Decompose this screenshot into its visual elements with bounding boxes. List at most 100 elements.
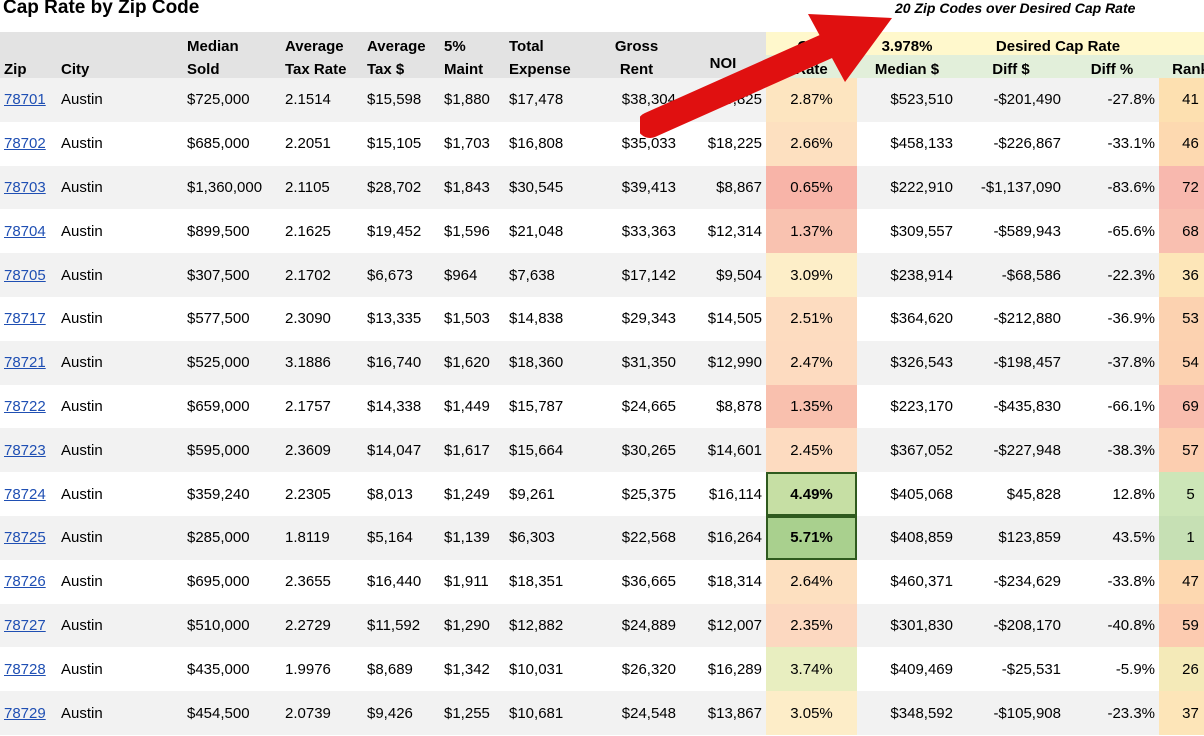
header-diff-dollar: Diff $ bbox=[957, 55, 1065, 78]
zip-link[interactable]: 78702 bbox=[4, 135, 46, 153]
cap-rate-cell: 1.35% bbox=[766, 384, 857, 429]
zip-link[interactable]: 78705 bbox=[4, 266, 46, 284]
maint-cell: $1,843 bbox=[440, 165, 505, 210]
median-sold-cell: $525,000 bbox=[183, 340, 281, 385]
diff-pct-cell: -65.6% bbox=[1065, 209, 1159, 254]
diff-pct-cell: -36.9% bbox=[1065, 296, 1159, 341]
zip-link[interactable]: 78723 bbox=[4, 441, 46, 459]
diff-pct-cell: -83.6% bbox=[1065, 165, 1159, 210]
cap-rate-cell: 2.87% bbox=[766, 78, 857, 122]
expense-cell: $15,664 bbox=[505, 428, 593, 473]
median-dollar-cell: $326,543 bbox=[857, 340, 957, 385]
maint-cell: $1,139 bbox=[440, 515, 505, 560]
zip-link[interactable]: 78728 bbox=[4, 660, 46, 678]
header-cell: 5% bbox=[440, 32, 505, 55]
city-cell: Austin bbox=[57, 384, 183, 429]
table-row: 78728 Austin $435,000 1.9976 $8,689 $1,342 $10… bbox=[0, 647, 1204, 692]
cap-rate-cell: 2.66% bbox=[766, 121, 857, 166]
header-cell: Gross bbox=[593, 32, 680, 55]
desired-cap-rate-label: Desired Cap Rate bbox=[957, 32, 1159, 55]
expense-cell: $7,638 bbox=[505, 253, 593, 297]
rank-cell: 53 bbox=[1159, 296, 1204, 341]
median-dollar-cell: $223,170 bbox=[857, 384, 957, 429]
zip-link[interactable]: 78703 bbox=[4, 178, 46, 196]
header-row-2: Zip City Sold Tax Rate Tax $ Maint Expen… bbox=[0, 55, 1204, 78]
rent-cell: $22,568 bbox=[593, 515, 680, 560]
zip-cell: 78704 bbox=[0, 209, 57, 254]
rank-cell: 1 bbox=[1159, 515, 1204, 560]
cap-rate-cell: 3.05% bbox=[766, 691, 857, 735]
rank-cell: 69 bbox=[1159, 384, 1204, 429]
tax-rate-cell: 2.1757 bbox=[281, 384, 363, 429]
noi-cell: $16,114 bbox=[680, 472, 766, 516]
diff-dollar-cell: -$198,457 bbox=[957, 340, 1065, 385]
diff-dollar-cell: -$105,908 bbox=[957, 691, 1065, 735]
tax-cell: $28,702 bbox=[363, 165, 440, 210]
zip-link[interactable]: 78727 bbox=[4, 616, 46, 634]
header-row-1: Median Average Average 5% Total Gross Ca… bbox=[0, 32, 1204, 55]
zip-link[interactable]: 78722 bbox=[4, 397, 46, 415]
zip-link[interactable]: 78717 bbox=[4, 310, 46, 328]
rent-cell: $24,889 bbox=[593, 603, 680, 648]
median-dollar-cell: $409,469 bbox=[857, 647, 957, 692]
noi-cell: $12,314 bbox=[680, 209, 766, 254]
noi-cell: $16,289 bbox=[680, 647, 766, 692]
tax-rate-cell: 2.1625 bbox=[281, 209, 363, 254]
rank-cell: 26 bbox=[1159, 647, 1204, 692]
cap-rate-table: Median Average Average 5% Total Gross Ca… bbox=[0, 32, 1204, 735]
cap-rate-cell: 2.45% bbox=[766, 428, 857, 473]
header-median-sold: Sold bbox=[183, 55, 281, 78]
header-expense: Expense bbox=[505, 55, 593, 78]
table-row: 78724 Austin $359,240 2.2305 $8,013 $1,249 $9,… bbox=[0, 472, 1204, 516]
annotation-note: 20 Zip Codes over Desired Cap Rate bbox=[895, 0, 1136, 16]
zip-link[interactable]: 78729 bbox=[4, 704, 46, 722]
zip-cell: 78728 bbox=[0, 647, 57, 692]
rank-cell: 54 bbox=[1159, 340, 1204, 385]
header-cell: Average bbox=[363, 32, 440, 55]
expense-cell: $10,681 bbox=[505, 691, 593, 735]
rank-cell: 36 bbox=[1159, 253, 1204, 297]
table-row: 78729 Austin $454,500 2.0739 $9,426 $1,255 $10… bbox=[0, 691, 1204, 735]
diff-pct-cell: -23.3% bbox=[1065, 691, 1159, 735]
header-median-dollar: Median $ bbox=[857, 55, 957, 78]
header-cell: Average bbox=[281, 32, 363, 55]
rent-cell: $31,350 bbox=[593, 340, 680, 385]
zip-link[interactable]: 78721 bbox=[4, 354, 46, 372]
cap-rate-cell: 5.71% bbox=[766, 515, 857, 560]
desired-cap-rate-value: 3.978% bbox=[857, 32, 957, 55]
diff-pct-cell: -33.8% bbox=[1065, 559, 1159, 604]
median-sold-cell: $307,500 bbox=[183, 253, 281, 297]
noi-cell: $9,504 bbox=[680, 253, 766, 297]
rent-cell: $24,548 bbox=[593, 691, 680, 735]
maint-cell: $1,255 bbox=[440, 691, 505, 735]
header-zip: Zip bbox=[0, 55, 57, 78]
median-sold-cell: $510,000 bbox=[183, 603, 281, 648]
rank-cell: 72 bbox=[1159, 165, 1204, 210]
tax-cell: $13,335 bbox=[363, 296, 440, 341]
table-row: 78722 Austin $659,000 2.1757 $14,338 $1,449 $1… bbox=[0, 384, 1204, 429]
header-cap-rate: Rate bbox=[766, 55, 857, 78]
diff-dollar-cell: -$212,880 bbox=[957, 296, 1065, 341]
maint-cell: $1,503 bbox=[440, 296, 505, 341]
tax-cell: $9,426 bbox=[363, 691, 440, 735]
zip-link[interactable]: 78725 bbox=[4, 529, 46, 547]
tax-cell: $11,592 bbox=[363, 603, 440, 648]
diff-pct-cell: -5.9% bbox=[1065, 647, 1159, 692]
city-cell: Austin bbox=[57, 472, 183, 516]
rent-cell: $36,665 bbox=[593, 559, 680, 604]
header-cell bbox=[1159, 32, 1204, 55]
rent-cell: $24,665 bbox=[593, 384, 680, 429]
maint-cell: $1,290 bbox=[440, 603, 505, 648]
zip-link[interactable]: 78704 bbox=[4, 222, 46, 240]
table-row: 78723 Austin $595,000 2.3609 $14,047 $1,617 $1… bbox=[0, 428, 1204, 473]
zip-link[interactable]: 78724 bbox=[4, 485, 46, 503]
zip-link[interactable]: 78701 bbox=[4, 91, 46, 109]
median-sold-cell: $359,240 bbox=[183, 472, 281, 516]
table-row: 78701 Austin $725,000 2.1514 $15,598 $1,880 $1… bbox=[0, 78, 1204, 122]
rank-cell: 5 bbox=[1159, 472, 1204, 516]
expense-cell: $6,303 bbox=[505, 515, 593, 560]
cap-rate-cell: 2.35% bbox=[766, 603, 857, 648]
diff-pct-cell: -40.8% bbox=[1065, 603, 1159, 648]
zip-cell: 78723 bbox=[0, 428, 57, 473]
zip-link[interactable]: 78726 bbox=[4, 573, 46, 591]
